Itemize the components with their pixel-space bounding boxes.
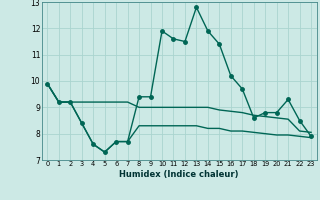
- X-axis label: Humidex (Indice chaleur): Humidex (Indice chaleur): [119, 170, 239, 179]
